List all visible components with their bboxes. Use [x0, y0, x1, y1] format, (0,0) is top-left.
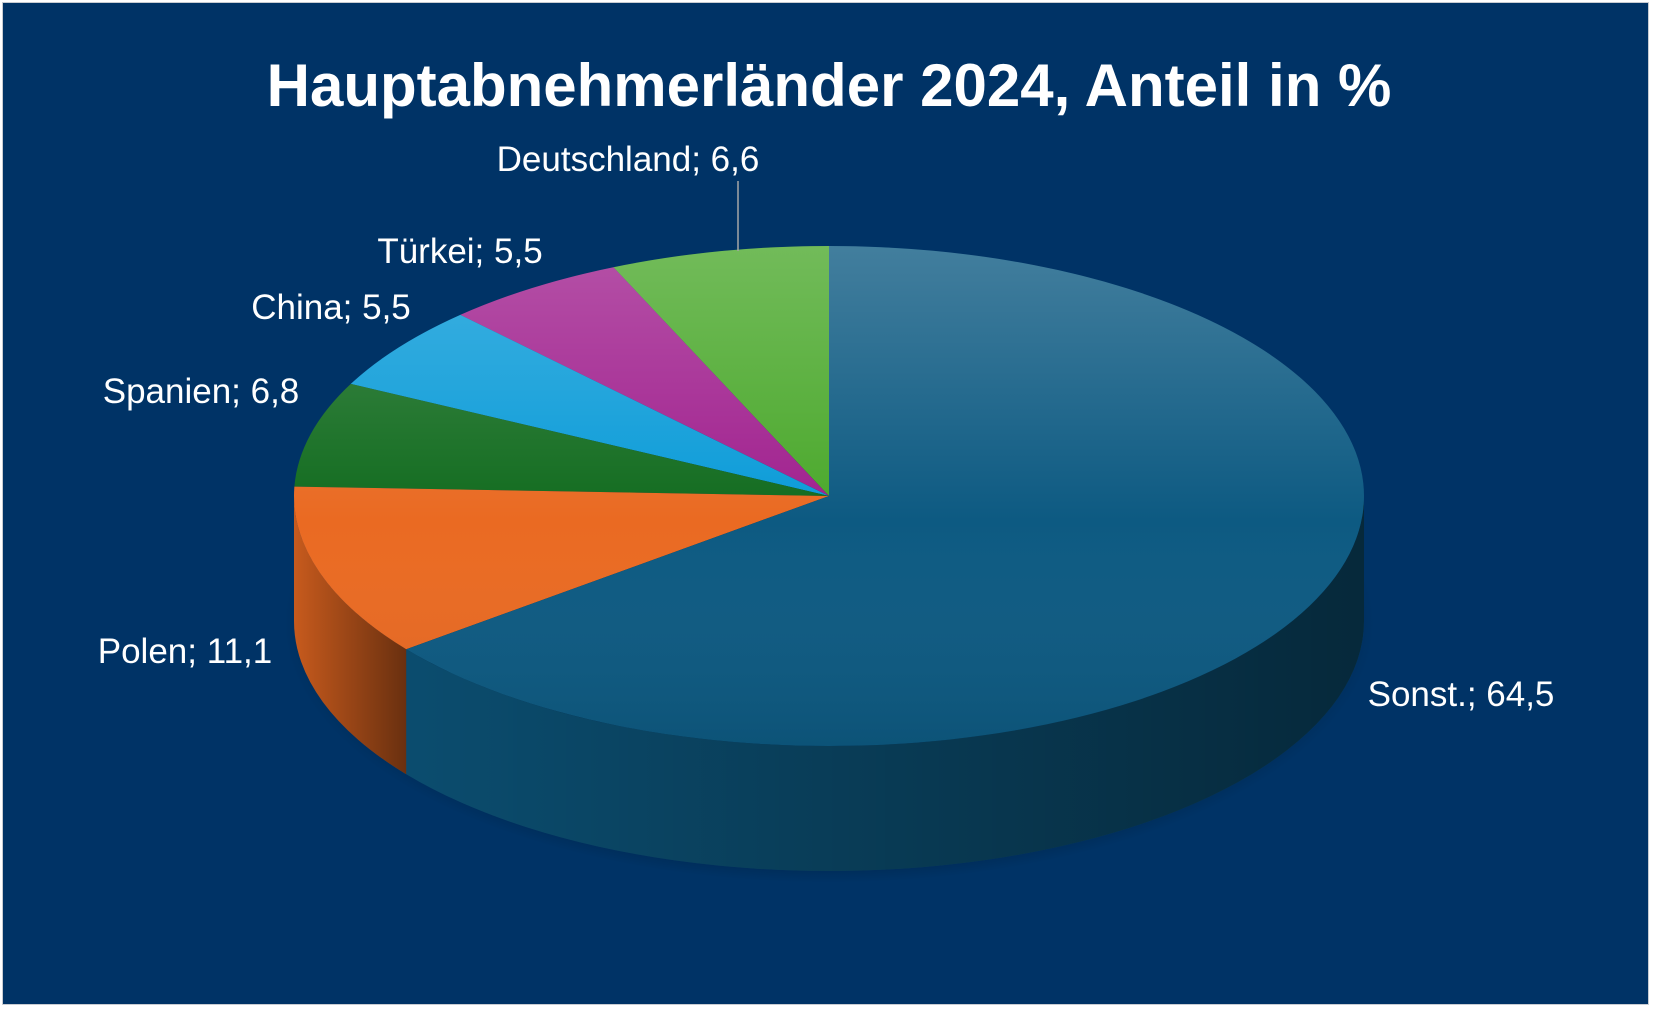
pie-side-shade: [294, 496, 407, 775]
pie-sides: [294, 496, 1364, 872]
pie-sheen: [294, 246, 1364, 746]
data-label-sonst-: Sonst.; 64,5: [1368, 675, 1555, 714]
data-label-spanien: Spanien; 6,8: [103, 372, 300, 411]
data-label-deutschland: Deutschland; 6,6: [497, 140, 760, 179]
pie-slices: [293, 246, 1364, 747]
data-label-polen: Polen; 11,1: [98, 632, 273, 671]
chart-title: Hauptabnehmerländer 2024, Anteil in %: [267, 52, 1392, 119]
pie-chart: Deutschland; 6,6 Türkei; 5,5 China; 5,5 Spa…: [98, 52, 1555, 883]
data-label-türkei: Türkei; 5,5: [377, 232, 542, 271]
pie-side-shade: [406, 496, 1364, 872]
data-label-china: China; 5,5: [251, 288, 411, 327]
pie-labels: Deutschland; 6,6 Türkei; 5,5 China; 5,5 Spa…: [98, 140, 1555, 714]
